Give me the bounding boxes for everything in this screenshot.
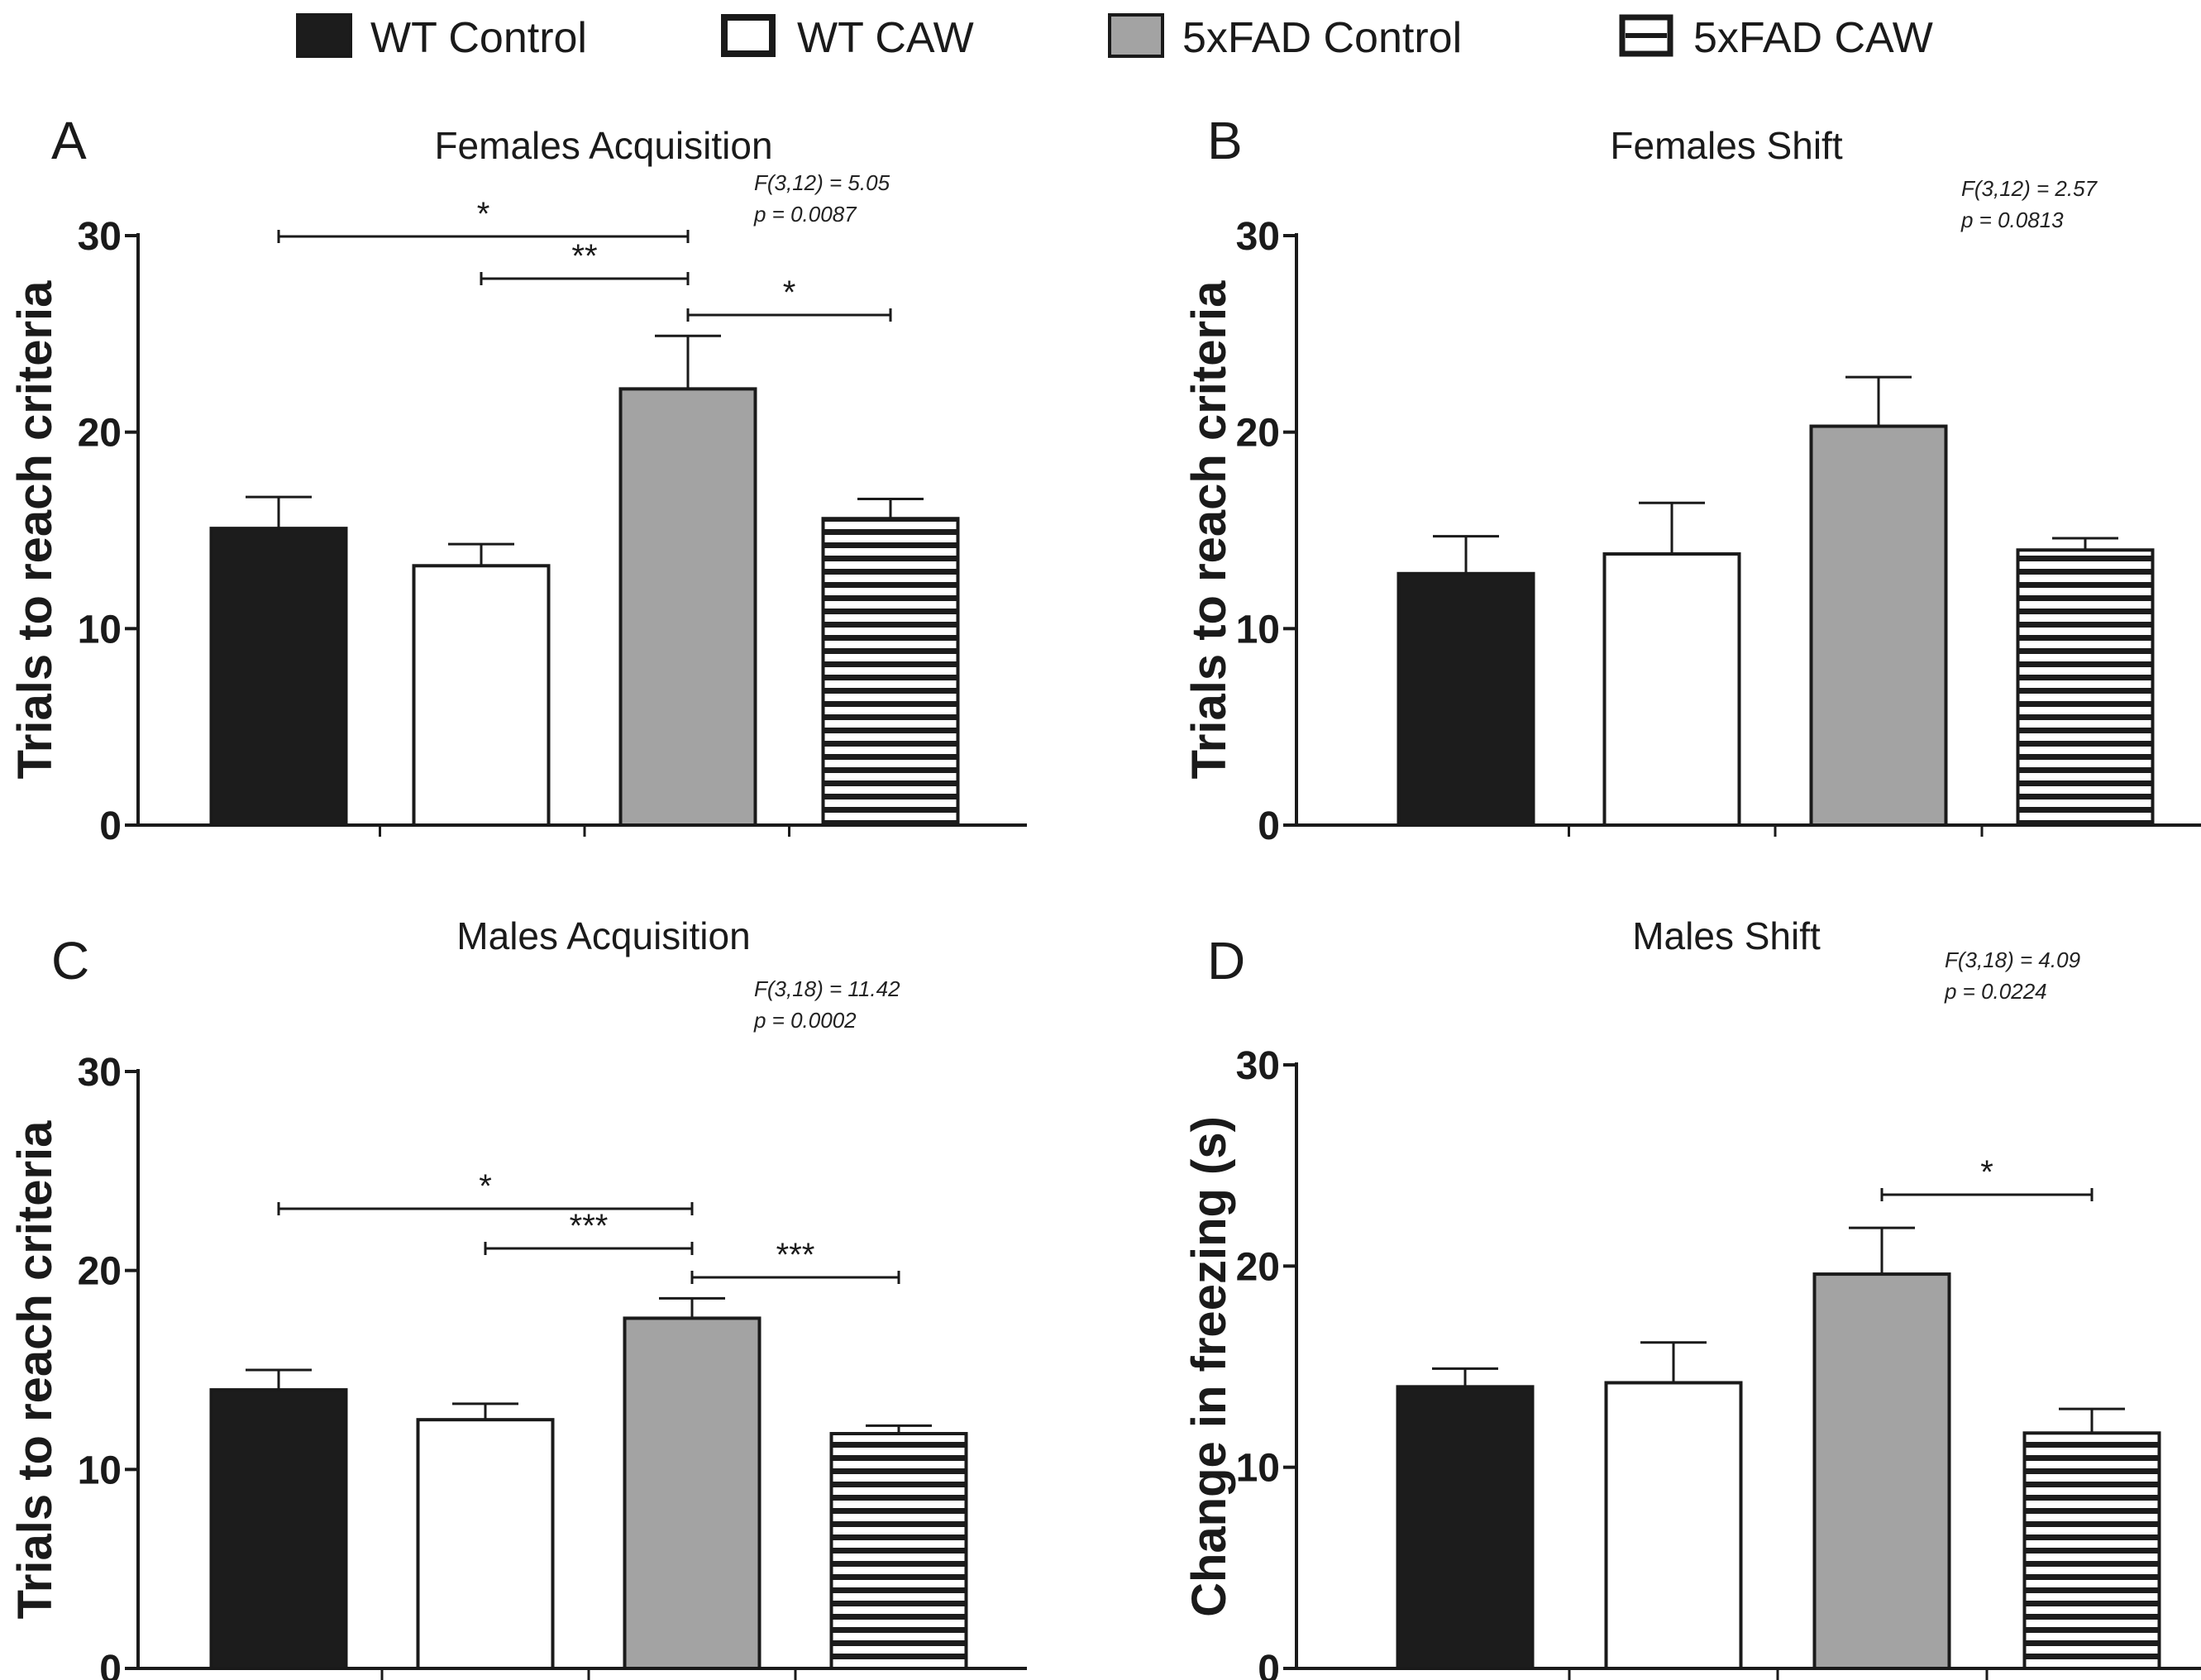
chart-title: Males Shift: [1632, 914, 1821, 957]
bar-5xfad-control: [618, 387, 757, 827]
stat-annotation: p = 0.0087: [753, 202, 857, 227]
legend-swatch-wt-caw: [721, 14, 776, 57]
stat-annotation: F(3,18) = 11.42: [754, 976, 900, 1001]
panel-letter-b: B: [1207, 111, 1243, 170]
stat-annotation: F(3,12) = 2.57: [1961, 176, 2098, 201]
significance-label: ***: [570, 1208, 609, 1244]
panel-females-shift: Females Shift Trials to reach criteria 0 10…: [1182, 124, 2201, 848]
legend-item: 5xFAD CAW: [1619, 14, 1933, 62]
y-axis-label: Trials to reach criteria: [1182, 280, 1236, 780]
y-axis-label: Change in freezing (s): [1182, 1116, 1236, 1617]
bar-5xfad-control: [623, 1316, 762, 1670]
stat-annotation: F(3,18) = 4.09: [1945, 947, 2080, 972]
y-axis-label: Trials to reach criteria: [8, 1120, 62, 1620]
bar-wt-caw: [1602, 552, 1741, 828]
panel-letter-d: D: [1207, 931, 1245, 990]
y-tick-label: 20: [1236, 412, 1280, 456]
chart-title: Females Acquisition: [434, 124, 772, 167]
bar-wt-control: [1397, 571, 1535, 828]
y-tick-label: 0: [99, 1648, 122, 1680]
y-tick-label: 0: [1258, 804, 1280, 848]
panel-females-acquisition: Females Acquisition Trials to reach crite…: [8, 124, 1027, 848]
legend-swatch-wt-control: [296, 13, 352, 58]
significance-label: **: [571, 238, 597, 274]
chart-title: Females Shift: [1610, 124, 1842, 167]
significance-label: *: [477, 196, 490, 232]
panel-letter-c: C: [51, 931, 89, 990]
bar-wt-caw: [416, 1418, 555, 1670]
stat-annotation: p = 0.0224: [1944, 979, 2047, 1004]
panel-letter-a: A: [51, 111, 87, 170]
legend-item: 5xFAD Control: [1108, 13, 1462, 62]
panel-males-acquisition: Males Acquisition Trials to reach criteri…: [8, 914, 1027, 1680]
y-tick-label: 10: [1236, 608, 1280, 651]
bar-5xfad-caw: [829, 1432, 968, 1670]
bar-5xfad-control: [1809, 424, 1948, 828]
y-tick-label: 30: [78, 215, 122, 259]
stat-annotation: p = 0.0002: [753, 1008, 857, 1033]
bar-5xfad-caw: [2022, 1431, 2161, 1671]
panel-males-shift: Males Shift Change in freezing (s) 0 10 20 30…: [1182, 914, 2201, 1680]
legend-label: WT Control: [370, 14, 587, 62]
bar-5xfad-control: [1812, 1272, 1951, 1670]
y-tick-label: 30: [78, 1051, 122, 1095]
y-tick-label: 10: [1236, 1447, 1280, 1491]
bar-5xfad-caw: [821, 517, 960, 827]
significance-label: *: [1980, 1154, 1993, 1191]
legend-item: WT Control: [296, 13, 587, 62]
legend-swatch-5xfad-control: [1108, 13, 1164, 58]
bar-wt-control: [1396, 1385, 1535, 1671]
legend-label: 5xFAD CAW: [1693, 14, 1933, 62]
bar-wt-control: [209, 527, 348, 828]
legend: WT Control WT CAW 5xFAD Control 5xFAD CA…: [296, 13, 1933, 62]
stat-annotation: F(3,12) = 5.05: [754, 170, 890, 195]
y-tick-label: 10: [78, 608, 122, 651]
y-tick-label: 20: [78, 1250, 122, 1294]
bar-5xfad-caw: [2016, 548, 2155, 827]
y-tick-label: 20: [1236, 1245, 1280, 1289]
y-tick-label: 30: [1236, 1044, 1280, 1088]
significance-label: *: [783, 274, 796, 311]
y-tick-label: 20: [78, 412, 122, 456]
significance-label: *: [479, 1168, 492, 1205]
bar-wt-caw: [1604, 1381, 1743, 1670]
legend-item: WT CAW: [721, 14, 974, 62]
y-tick-label: 10: [78, 1449, 122, 1492]
bar-wt-control: [209, 1388, 348, 1670]
legend-label: WT CAW: [797, 14, 974, 62]
legend-label: 5xFAD Control: [1182, 14, 1462, 62]
y-axis-label: Trials to reach criteria: [8, 280, 62, 780]
y-tick-label: 0: [1258, 1648, 1280, 1680]
significance-label: ***: [776, 1237, 815, 1273]
chart-title: Males Acquisition: [456, 914, 750, 957]
stat-annotation: p = 0.0813: [1960, 208, 2064, 232]
bar-wt-caw: [412, 564, 551, 828]
y-tick-label: 0: [99, 804, 122, 848]
y-tick-label: 30: [1236, 215, 1280, 259]
